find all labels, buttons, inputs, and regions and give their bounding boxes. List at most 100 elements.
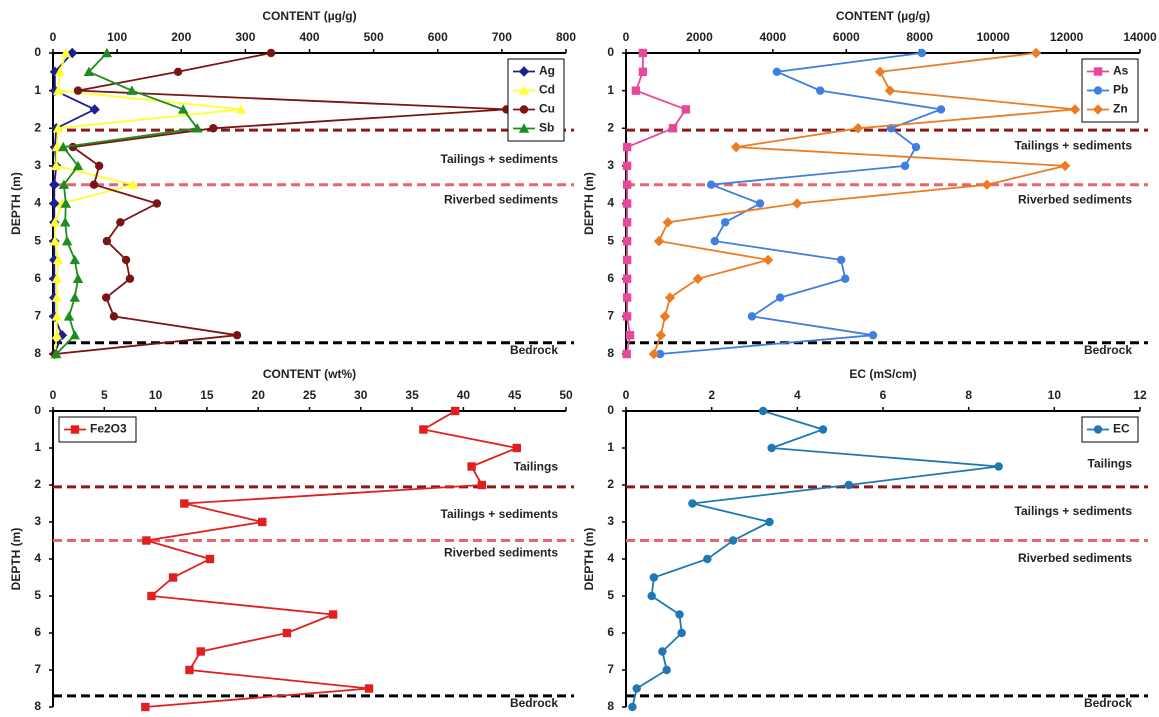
point [625,330,635,340]
point [622,142,632,152]
point [282,628,292,638]
y-tick-label: 1 [607,440,614,454]
point [868,330,878,340]
point [622,349,631,359]
point [235,104,247,114]
point [662,217,674,228]
point [266,48,276,58]
point [994,462,1003,471]
point [628,702,637,712]
x-tick-label: 10 [1048,388,1062,402]
point [668,124,678,133]
point [49,198,60,209]
legend-marker [519,105,529,114]
x-tick-label: 12 [1133,388,1147,402]
point [762,254,774,266]
point [147,591,156,601]
annotation: Bedrock [510,343,558,357]
point [72,273,84,283]
point [638,48,648,58]
legend-marker [518,66,530,77]
point [765,517,774,527]
y-tick-label: 1 [607,83,614,97]
point [51,329,63,340]
point [703,554,712,564]
point [791,198,803,209]
annotation: Riverbed sediments [444,545,558,559]
y-tick-label: 8 [607,346,614,360]
y-tick-label: 2 [607,477,614,491]
y-tick-label: 6 [34,625,41,639]
point [638,67,648,77]
point [653,235,665,247]
x-tick-label: 30 [354,388,368,402]
point [659,311,671,322]
point [706,180,716,189]
point [89,104,100,115]
point [328,610,338,619]
point [83,66,95,77]
point [364,684,374,693]
x-tick-label: 8000 [906,30,933,44]
legend: Ag Cd Cu Sb [507,58,565,142]
point [1059,160,1071,172]
point [180,499,189,508]
point [911,142,921,152]
legend-marker [518,85,530,95]
point [767,443,776,453]
y-tick-label: 5 [607,233,614,247]
point [102,236,112,246]
point [720,218,730,227]
point [116,218,125,227]
x-tick-label: 800 [556,30,576,44]
point [655,329,667,341]
y-tick-label: 0 [34,403,41,417]
x-tick-label: 0 [623,388,630,402]
y-tick-label: 8 [34,346,41,360]
legend-label: Sb [539,121,554,135]
y-tick-label: 1 [34,83,41,97]
point [126,85,138,95]
annotation: Tailings + sediments [1015,504,1133,518]
point [818,425,828,434]
x-tick-label: 100 [107,30,127,44]
x-tick-label: 700 [492,30,512,44]
x-tick-label: 20 [252,388,266,402]
annotation: Riverbed sediments [1018,551,1132,565]
point [56,329,68,341]
x-tick-label: 45 [508,388,522,402]
point [710,236,720,246]
y-axis-title: DEPTH (m) [582,528,596,591]
annotation: Riverbed sediments [444,193,558,207]
y-tick-label: 0 [607,45,614,59]
point [477,480,487,490]
point [836,255,846,265]
point [49,217,61,227]
point [232,330,242,340]
point [747,312,757,321]
x-tick-label: 5 [101,388,108,402]
x-tick-label: 2000 [686,30,713,44]
point [185,665,194,675]
point [125,274,135,283]
point [728,536,738,545]
point [677,628,686,638]
point [688,499,697,508]
point [512,443,521,453]
point [51,160,62,171]
legend: As Pb Zn [1081,58,1139,123]
y-tick-label: 8 [607,699,614,713]
y-tick-label: 4 [607,196,614,210]
point [69,254,81,265]
x-tick-label: 6000 [833,30,860,44]
point [94,161,104,171]
x-tick-label: 0 [50,388,57,402]
point [675,610,684,619]
point [692,273,704,284]
x-axis-title: CONTENT (wt%) [263,367,356,381]
legend-label: Cu [539,102,555,116]
point [51,292,63,302]
x-tick-label: 50 [559,388,573,402]
y-tick-label: 1 [34,440,41,454]
